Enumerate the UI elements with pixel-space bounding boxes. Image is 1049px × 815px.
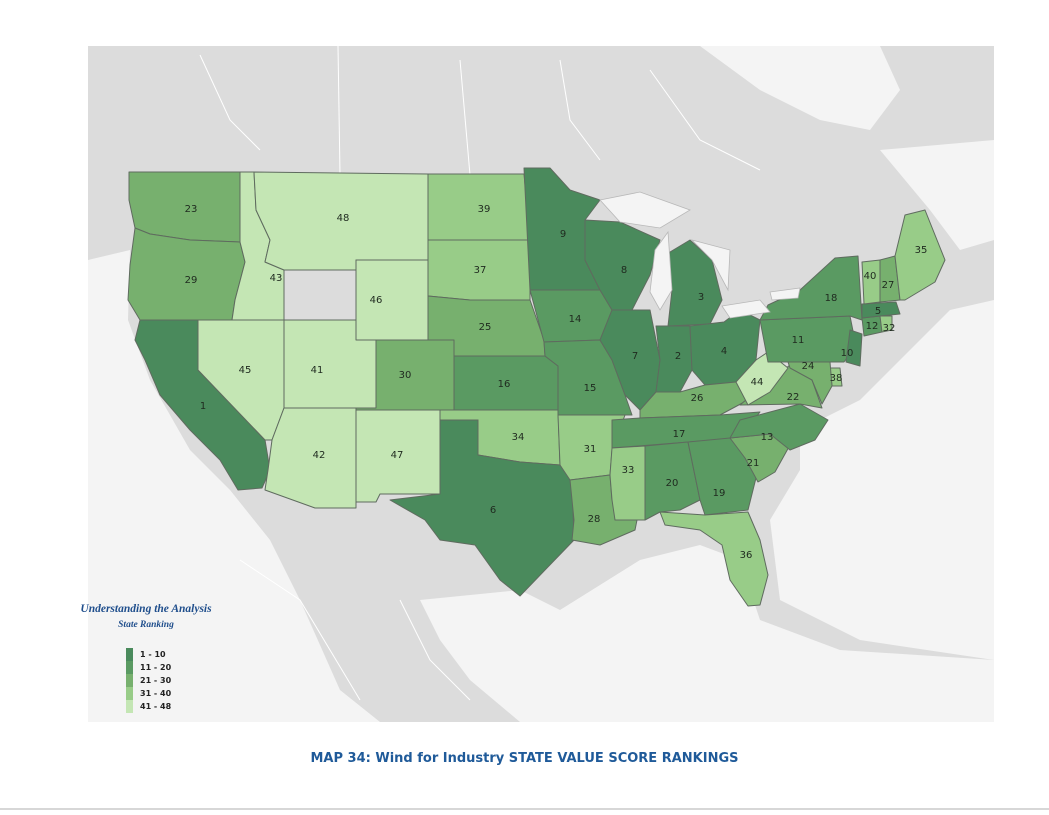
rank-label-ar: 31 <box>584 444 597 455</box>
us-state-choropleth-map: 23 29 1 43 45 48 46 41 42 30 47 39 37 25… <box>88 46 994 722</box>
rank-label-co: 30 <box>399 370 412 381</box>
rank-label-va: 22 <box>787 392 800 403</box>
state-fl <box>659 511 769 607</box>
state-ri <box>879 315 893 333</box>
map-caption: MAP 34: Wind for Industry STATE VALUE SC… <box>310 751 739 766</box>
legend-swatch <box>126 687 133 700</box>
legend-swatch <box>126 648 133 661</box>
state-wv <box>735 351 789 406</box>
state-or <box>127 227 246 321</box>
state-nc <box>729 403 829 451</box>
rank-label-wa: 23 <box>185 204 198 215</box>
rank-label-ri: 32 <box>883 323 896 334</box>
state-az <box>264 407 357 509</box>
rank-label-or: 29 <box>185 275 198 286</box>
legend-swatch <box>126 700 133 713</box>
legend-swatch <box>126 661 133 674</box>
state-wy <box>355 259 429 341</box>
rank-label-wy: 46 <box>370 295 383 306</box>
rank-label-tn: 17 <box>673 429 686 440</box>
background-borders <box>199 46 761 701</box>
rank-label-ny: 18 <box>825 293 838 304</box>
rank-label-me: 35 <box>915 245 928 256</box>
rank-label-nh: 27 <box>882 280 895 291</box>
rank-label-ct: 12 <box>866 321 879 332</box>
rank-label-md: 24 <box>802 361 815 372</box>
legend-class-4: 31 - 40 <box>126 687 171 700</box>
state-ny <box>759 255 863 321</box>
legend-class-2: 11 - 20 <box>126 661 171 674</box>
legend-label: 31 - 40 <box>140 689 172 698</box>
state-rank-labels: 23 29 1 43 45 48 46 41 42 30 47 39 37 25… <box>185 204 928 561</box>
rank-label-ky: 26 <box>691 393 704 404</box>
rank-label-nc: 13 <box>761 432 774 443</box>
rank-label-vt: 40 <box>864 271 877 282</box>
state-md <box>787 361 833 405</box>
rank-label-al: 20 <box>666 478 679 489</box>
legend-label: 21 - 30 <box>140 676 172 685</box>
state-me <box>894 209 946 301</box>
rank-label-fl: 36 <box>740 550 753 561</box>
legend-class-1: 1 - 10 <box>126 648 166 661</box>
rank-label-id: 43 <box>270 273 283 284</box>
rank-label-ok: 34 <box>512 432 525 443</box>
rank-label-tx: 6 <box>490 505 496 516</box>
background-water <box>88 46 994 722</box>
legend-swatch <box>126 674 133 687</box>
rank-label-ca: 1 <box>200 401 206 412</box>
state-vt <box>861 259 881 305</box>
legend-label: 41 - 48 <box>140 702 172 711</box>
rank-label-az: 42 <box>313 450 326 461</box>
legend-heading: Understanding the Analysis <box>80 603 212 615</box>
legend-label: 11 - 20 <box>140 663 172 672</box>
rank-label-ut: 41 <box>311 365 324 376</box>
bottom-divider <box>0 808 1049 810</box>
rank-label-de: 38 <box>830 373 843 384</box>
rank-label-sd: 37 <box>474 265 487 276</box>
rank-label-pa: 11 <box>792 335 805 346</box>
rank-label-nd: 39 <box>478 204 491 215</box>
rank-label-mi: 3 <box>698 292 704 303</box>
state-tx <box>389 419 575 597</box>
state-nj <box>845 329 863 367</box>
rank-label-in: 2 <box>675 351 681 362</box>
rank-label-ma: 5 <box>875 306 881 317</box>
rank-label-la: 28 <box>588 514 601 525</box>
rank-label-ia: 14 <box>569 314 582 325</box>
rank-label-oh: 4 <box>721 346 727 357</box>
rank-label-nj: 10 <box>841 348 854 359</box>
state-ms <box>609 445 646 521</box>
rank-label-ne: 25 <box>479 322 492 333</box>
state-shapes <box>127 167 946 607</box>
state-ma <box>861 301 901 319</box>
rank-label-nm: 47 <box>391 450 404 461</box>
rank-label-ms: 33 <box>622 465 635 476</box>
rank-label-mo: 15 <box>584 383 597 394</box>
legend-class-5: 41 - 48 <box>126 700 171 713</box>
legend-class-3: 21 - 30 <box>126 674 171 687</box>
legend-subheading: State Ranking <box>118 620 174 630</box>
rank-label-ga: 19 <box>713 488 726 499</box>
rank-label-nv: 45 <box>239 365 252 376</box>
rank-label-mn: 9 <box>560 229 566 240</box>
rank-label-wv: 44 <box>751 377 764 388</box>
rank-label-sc: 21 <box>747 458 760 469</box>
great-lakes <box>599 191 801 319</box>
rank-label-mt: 48 <box>337 213 350 224</box>
rank-label-il: 7 <box>632 351 638 362</box>
rank-label-ks: 16 <box>498 379 511 390</box>
legend-label: 1 - 10 <box>140 650 166 659</box>
state-mi <box>664 239 723 327</box>
rank-label-wi: 8 <box>621 265 627 276</box>
